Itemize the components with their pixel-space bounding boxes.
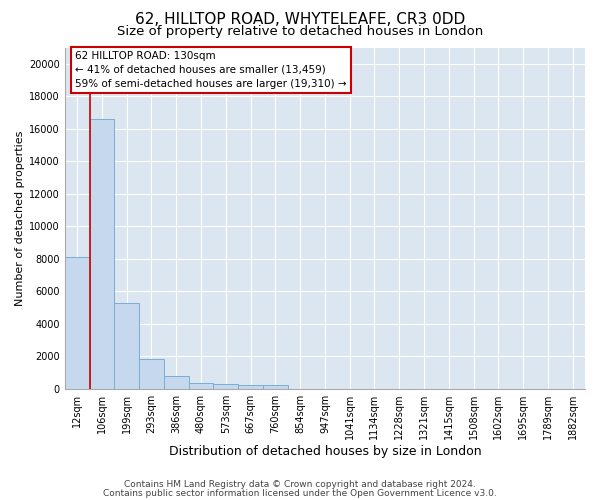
Text: Contains public sector information licensed under the Open Government Licence v3: Contains public sector information licen… — [103, 488, 497, 498]
Text: Contains HM Land Registry data © Crown copyright and database right 2024.: Contains HM Land Registry data © Crown c… — [124, 480, 476, 489]
Text: 62 HILLTOP ROAD: 130sqm
← 41% of detached houses are smaller (13,459)
59% of sem: 62 HILLTOP ROAD: 130sqm ← 41% of detache… — [75, 51, 347, 89]
Bar — [89, 119, 115, 388]
Bar — [238, 385, 263, 388]
Text: Size of property relative to detached houses in London: Size of property relative to detached ho… — [117, 25, 483, 38]
Bar — [65, 257, 89, 388]
Bar — [263, 386, 288, 388]
X-axis label: Distribution of detached houses by size in London: Distribution of detached houses by size … — [169, 444, 481, 458]
Bar — [214, 384, 238, 388]
Y-axis label: Number of detached properties: Number of detached properties — [15, 130, 25, 306]
Bar — [188, 382, 214, 388]
Text: 62, HILLTOP ROAD, WHYTELEAFE, CR3 0DD: 62, HILLTOP ROAD, WHYTELEAFE, CR3 0DD — [135, 12, 465, 28]
Bar — [115, 302, 139, 388]
Bar — [164, 376, 188, 388]
Bar — [139, 358, 164, 388]
